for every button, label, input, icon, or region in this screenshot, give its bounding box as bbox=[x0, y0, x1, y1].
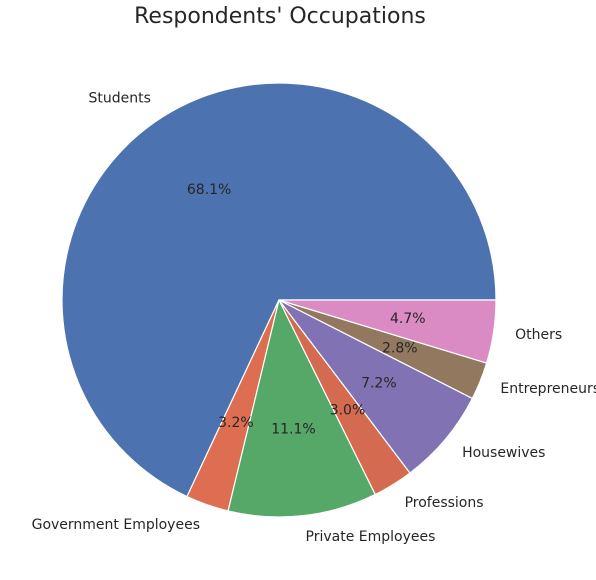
slice-label-professions: Professions bbox=[405, 495, 484, 511]
chart-title: Respondents' Occupations bbox=[134, 4, 426, 29]
pie-slice-students bbox=[61, 82, 497, 498]
slice-label-private-employees: Private Employees bbox=[306, 529, 436, 545]
slice-label-others: Others bbox=[515, 327, 562, 343]
pie-slices bbox=[61, 82, 497, 518]
pct-label-government-employees: 3.2% bbox=[218, 415, 254, 431]
pct-label-professions: 3.0% bbox=[330, 403, 366, 419]
slice-label-entrepreneurs: Entrepreneurs bbox=[500, 381, 596, 397]
pie-slice-others bbox=[278, 299, 497, 364]
pct-label-private-employees: 11.1% bbox=[271, 421, 315, 437]
pct-label-entrepreneurs: 2.8% bbox=[382, 341, 418, 357]
pct-label-students: 68.1% bbox=[187, 182, 231, 198]
pie-labels: Students 68.1% Government Employees 3.2% Pri… bbox=[32, 91, 596, 546]
pie-slice-private-employees bbox=[227, 299, 376, 518]
slice-label-housewives: Housewives bbox=[462, 445, 545, 461]
pct-label-housewives: 7.2% bbox=[361, 376, 397, 392]
slice-label-government-employees: Government Employees bbox=[32, 517, 200, 533]
slice-label-students: Students bbox=[88, 91, 150, 107]
pct-label-others: 4.7% bbox=[390, 311, 426, 327]
